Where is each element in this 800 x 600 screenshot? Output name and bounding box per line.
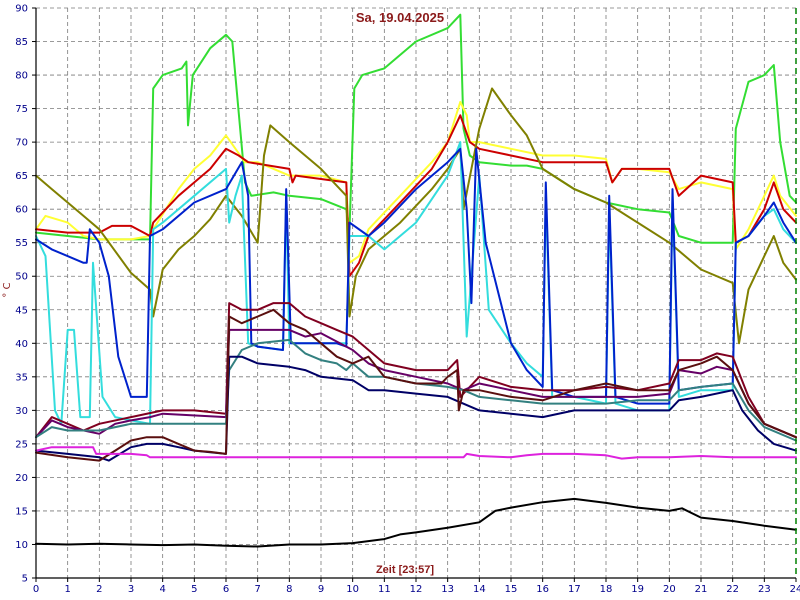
- y-tick-label: 15: [15, 506, 28, 517]
- x-tick-label: 14: [473, 584, 486, 595]
- x-tick-label: 21: [695, 584, 708, 595]
- series-line-2: [35, 100, 797, 264]
- y-tick-label: 45: [15, 305, 28, 316]
- y-axis-label: ° C: [2, 282, 13, 297]
- x-tick-label: 16: [536, 584, 549, 595]
- x-tick-label: 8: [286, 584, 292, 595]
- series-line-4: [35, 87, 797, 345]
- y-tick-label: 5: [22, 574, 28, 585]
- axes: [32, 7, 797, 582]
- y-tick-label: 35: [15, 372, 28, 383]
- x-tick-label: 4: [159, 584, 165, 595]
- y-tick-label: 90: [15, 4, 28, 15]
- x-tick-label: 3: [128, 584, 134, 595]
- x-tick-label: 15: [505, 584, 518, 595]
- x-axis-label: Zeit [23:57]: [376, 564, 434, 576]
- series-line-7: [35, 302, 797, 439]
- series-line-10: [35, 355, 797, 462]
- x-tick-label: 13: [441, 584, 454, 595]
- x-tick-label: 19: [631, 584, 644, 595]
- x-tick-label: 12: [410, 584, 423, 595]
- x-tick-label: 1: [64, 584, 70, 595]
- x-tick-label: 24: [790, 584, 800, 595]
- series-line-12: [35, 446, 797, 460]
- series-line-13: [35, 497, 797, 548]
- y-tick-label: 25: [15, 439, 28, 450]
- x-tick-label: 20: [663, 584, 676, 595]
- y-tick-label: 85: [15, 37, 28, 48]
- y-tick-label: 70: [15, 138, 28, 149]
- y-tick-label: 65: [15, 171, 28, 182]
- y-tick-label: 50: [15, 272, 28, 283]
- series-line-6: [35, 147, 797, 405]
- y-tick-label: 20: [15, 473, 28, 484]
- y-tick-label: 75: [15, 104, 28, 115]
- x-tick-label: 6: [223, 584, 229, 595]
- x-tick-label: 9: [318, 584, 324, 595]
- y-tick-label: 55: [15, 238, 28, 249]
- y-tick-label: 40: [15, 339, 28, 350]
- series-line-1: [35, 13, 797, 244]
- y-tick-label: 30: [15, 406, 28, 417]
- x-tick-label: 0: [33, 584, 39, 595]
- x-tick-label: 7: [254, 584, 260, 595]
- x-tick-label: 17: [568, 584, 581, 595]
- x-tick-label: 22: [726, 584, 739, 595]
- series-line-8: [35, 328, 797, 439]
- x-tick-label: 10: [346, 584, 359, 595]
- x-tick-label: 5: [191, 584, 197, 595]
- chart-title: Sa, 19.04.2025: [356, 10, 444, 25]
- y-tick-label: 10: [15, 540, 28, 551]
- tick-labels: 0 1 2 3 4 5 6 7 8 9 10 11 12 13 14 15 16 17 18 19 20 21 22 23 24…: [15, 4, 800, 596]
- series-line-3: [35, 114, 797, 278]
- y-tick-label: 60: [15, 205, 28, 216]
- x-tick-label: 23: [758, 584, 771, 595]
- x-tick-label: 2: [96, 584, 102, 595]
- series-line-11: [35, 308, 797, 462]
- series-lines: [35, 13, 797, 548]
- x-tick-label: 18: [600, 584, 613, 595]
- y-tick-label: 80: [15, 71, 28, 82]
- x-tick-label: 11: [378, 584, 391, 595]
- series-line-9: [35, 338, 797, 442]
